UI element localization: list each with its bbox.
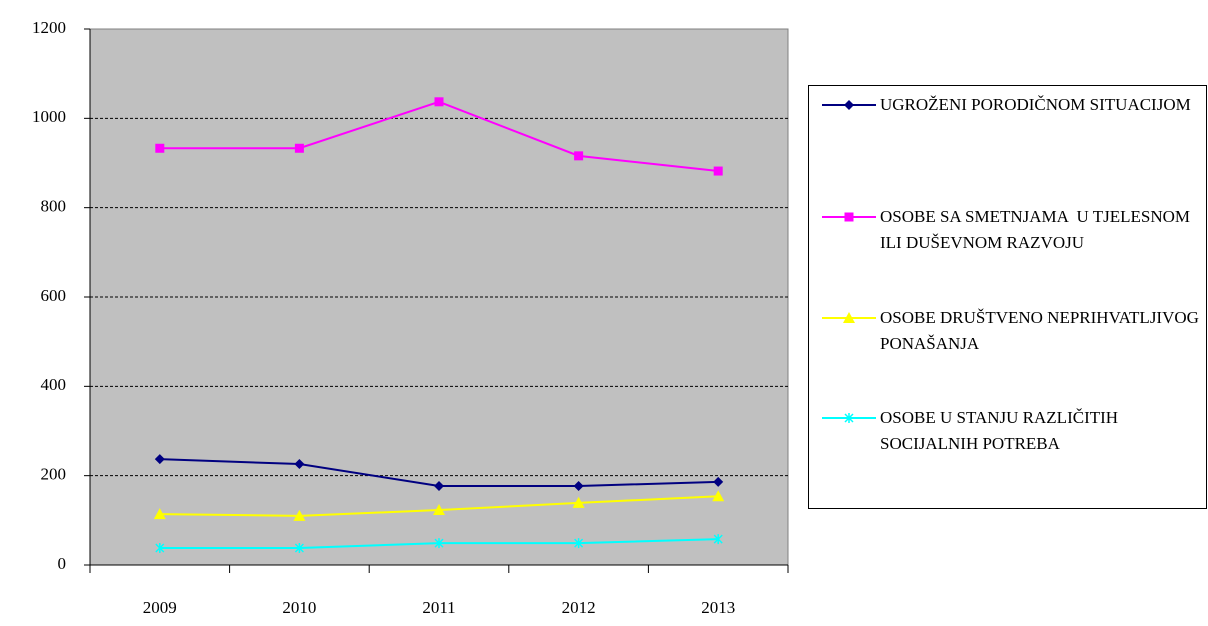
marker [155, 143, 165, 153]
marker [434, 97, 444, 107]
marker [844, 212, 854, 222]
legend-box [808, 85, 1207, 509]
legend-label: OSOBE DRUŠTVENO NEPRIHVATLJIVOG PONAŠANJ… [880, 308, 1204, 353]
marker [294, 543, 304, 554]
y-tick-label: 400 [41, 375, 67, 394]
legend-label: OSOBE U STANJU RAZLIČITIH SOCIJALNIH POT… [880, 408, 1123, 453]
marker [155, 543, 165, 554]
marker [573, 480, 584, 491]
y-tick-label: 1200 [32, 18, 66, 37]
marker [294, 143, 304, 153]
marker [844, 413, 854, 423]
marker [713, 476, 724, 487]
marker [574, 538, 584, 549]
marker [843, 312, 855, 323]
marker [293, 509, 306, 521]
marker [713, 534, 723, 545]
legend-label: OSOBE SA SMETNJAMA U TJELESNOM ILI DUŠEV… [880, 207, 1195, 252]
marker [572, 496, 585, 508]
x-tick-label: 2010 [282, 598, 316, 617]
marker [434, 538, 444, 549]
marker [153, 508, 166, 520]
y-tick-label: 800 [41, 197, 67, 216]
marker [712, 490, 725, 502]
y-tick-label: 0 [58, 554, 67, 573]
y-tick-label: 600 [41, 286, 67, 305]
marker [434, 480, 444, 491]
marker [844, 100, 854, 110]
x-tick-label: 2013 [701, 598, 735, 617]
marker [154, 454, 165, 465]
marker [713, 166, 723, 176]
y-tick-label: 1000 [32, 107, 66, 126]
x-tick-label: 2009 [143, 598, 177, 617]
legend-label: UGROŽENI PORODIČNOM SITUACIJOM [880, 95, 1191, 114]
x-tick-label: 2012 [562, 598, 596, 617]
marker [294, 459, 305, 470]
x-tick-label: 2011 [422, 598, 455, 617]
marker [574, 151, 584, 161]
marker [433, 504, 445, 516]
y-tick-label: 200 [41, 465, 67, 484]
